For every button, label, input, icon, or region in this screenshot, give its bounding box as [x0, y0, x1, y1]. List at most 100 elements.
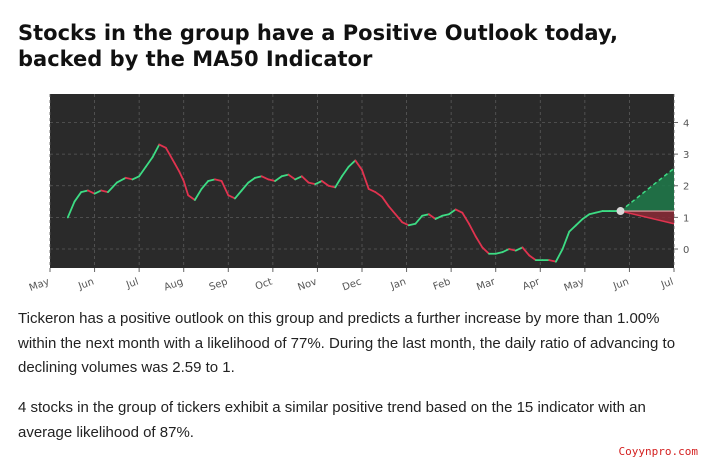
price-line-segment — [427, 213, 437, 220]
forecast-lower-line — [620, 210, 675, 225]
x-tick-label: May — [28, 276, 51, 293]
price-line-segment — [260, 175, 270, 181]
outlook-paragraph: Tickeron has a positive outlook on this … — [18, 310, 676, 376]
price-line-segment — [575, 218, 584, 227]
price-line-segment — [164, 146, 172, 157]
price-line-segment — [468, 222, 477, 238]
x-tick-label: Aug — [163, 276, 185, 293]
price-line-segment — [267, 178, 276, 182]
price-line-segment — [528, 254, 537, 261]
price-line-segment — [280, 173, 290, 178]
price-line-segment — [367, 188, 377, 193]
y-tick-label: 0 — [683, 245, 689, 256]
price-line-segment — [434, 214, 444, 220]
price-line-segment — [514, 246, 524, 252]
price-line-segment — [254, 175, 263, 179]
x-tick-label: Jan — [388, 276, 407, 292]
price-line-segment — [381, 195, 390, 208]
price-line-segment — [173, 162, 181, 173]
price-line-segment — [200, 180, 210, 190]
price-line-segment — [144, 156, 154, 168]
x-tick-label: Nov — [296, 276, 318, 293]
price-line-segment — [595, 210, 604, 214]
price-line-segment — [151, 143, 161, 159]
price-line-segment — [474, 235, 484, 249]
price-line-segment — [220, 180, 230, 197]
price-line-segment — [314, 180, 323, 186]
price-line-segment — [401, 221, 410, 227]
headline: Stocks in the group have a Positive Outl… — [18, 21, 618, 71]
price-line-segment — [115, 176, 127, 184]
outlook-chart: May Jun Jul Aug Sep Oct Nov Dec Jan Feb Mar Apr May J… — [28, 94, 689, 294]
price-line-segment — [588, 211, 597, 216]
price-line-segment — [86, 189, 96, 195]
price-line-segment — [158, 143, 167, 149]
y-tick-label: 2 — [683, 182, 689, 193]
price-line-segment — [227, 194, 236, 200]
price-line-segment — [240, 181, 250, 192]
price-line-segment — [93, 189, 103, 195]
price-line-segment — [361, 169, 370, 190]
forecast-upper-line — [620, 167, 675, 212]
x-tick-label: Jun — [76, 276, 95, 292]
x-tick-label: Jul — [659, 276, 675, 291]
price-line-segment — [508, 248, 517, 252]
y-tick-label: 3 — [683, 150, 689, 161]
price-line-segment — [407, 222, 417, 227]
price-line-segment — [327, 184, 337, 189]
price-line-segment — [107, 181, 118, 193]
x-tick-label: Apr — [521, 276, 542, 293]
price-line-segment — [247, 176, 256, 184]
price-line-segment — [521, 246, 531, 257]
x-tick-label: Feb — [432, 276, 452, 292]
price-line-segment — [414, 214, 424, 225]
price-line-segment — [193, 188, 203, 201]
price-line-segment — [182, 180, 190, 197]
footer-brand: Coyynpro.com — [618, 445, 698, 458]
price-line-segment — [100, 189, 109, 193]
price-line-segment — [234, 189, 243, 200]
price-line-segment — [131, 175, 141, 181]
x-tick-label: Dec — [341, 276, 363, 293]
price-line-segment — [581, 213, 591, 220]
price-line-segment — [374, 191, 383, 198]
price-line-segment — [169, 154, 176, 165]
price-line-segment — [568, 224, 577, 233]
x-tick-label: Mar — [475, 276, 497, 293]
x-tick-label: May — [563, 276, 586, 293]
x-tick-label: Oct — [254, 276, 274, 292]
price-line-segment — [387, 205, 397, 216]
price-line-segment — [481, 246, 490, 255]
price-line-segment — [354, 159, 363, 171]
price-line-segment — [448, 208, 457, 216]
price-line-segment — [454, 208, 464, 214]
x-tick-label: Jul — [124, 276, 140, 291]
x-tick-label: Sep — [208, 276, 229, 293]
price-line-segment — [461, 211, 470, 225]
price-line-segment — [138, 165, 147, 178]
price-line-segment — [548, 259, 557, 263]
price-line-segment — [501, 248, 510, 254]
current-value-marker — [616, 207, 625, 216]
price-line-segment — [66, 200, 76, 219]
price-line-segment — [124, 176, 134, 181]
price-line-segment — [187, 194, 196, 201]
price-line-segment — [341, 165, 350, 178]
price-line-segment — [320, 180, 330, 187]
price-line-segment — [274, 175, 283, 182]
price-line-segment — [334, 175, 343, 189]
price-line-segment — [347, 159, 357, 168]
price-line-segment — [207, 178, 216, 182]
chart-container: May Jun Jul Aug Sep Oct Nov Dec Jan Feb Mar Apr May J… — [0, 88, 706, 298]
price-line-segment — [561, 230, 571, 250]
price-line-segment — [80, 189, 89, 193]
price-line-segment — [421, 213, 430, 217]
trend-paragraph: 4 stocks in the group of tickers exhibit… — [18, 399, 646, 441]
price-line-segment — [554, 248, 564, 263]
price-line-segment — [178, 170, 185, 182]
price-line-segment — [73, 191, 83, 203]
price-line-segment — [394, 213, 404, 224]
price-line-segment — [307, 181, 317, 186]
x-tick-label: Jun — [611, 276, 630, 292]
price-line-segment — [287, 173, 297, 181]
